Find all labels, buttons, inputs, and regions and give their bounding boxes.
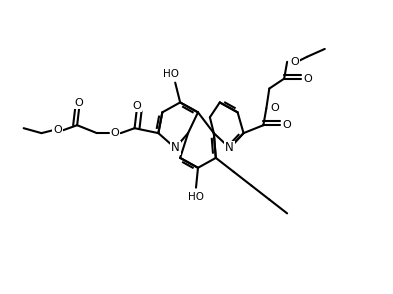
Text: O: O — [132, 101, 141, 111]
Text: O: O — [283, 120, 292, 130]
Text: N: N — [171, 141, 180, 154]
Text: HO: HO — [163, 69, 179, 79]
Text: O: O — [110, 128, 119, 138]
Text: O: O — [75, 98, 83, 108]
Text: O: O — [270, 103, 279, 113]
Text: O: O — [291, 57, 299, 67]
Text: HO: HO — [188, 191, 204, 201]
Text: O: O — [303, 74, 312, 84]
Text: O: O — [53, 125, 62, 135]
Text: N: N — [225, 141, 234, 154]
